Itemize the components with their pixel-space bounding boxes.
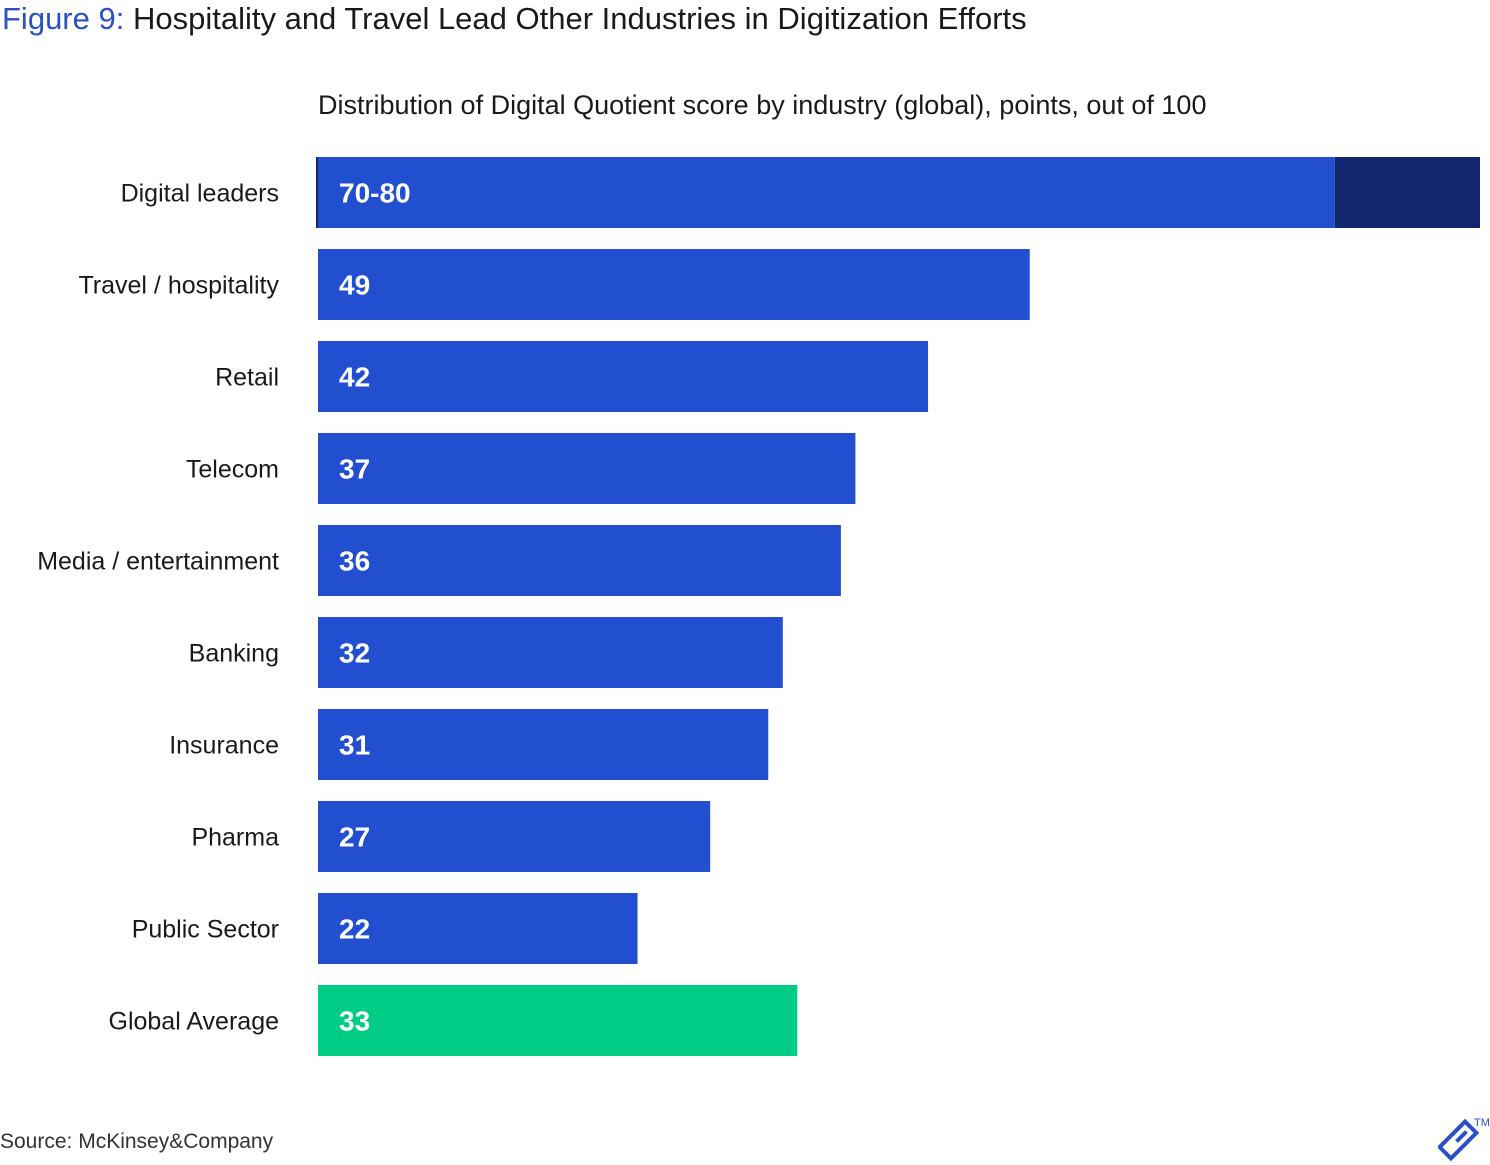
value-label-insurance: 31 — [339, 730, 370, 761]
value-label-public-sector: 22 — [339, 914, 370, 945]
value-label-pharma: 27 — [339, 822, 370, 853]
chart-subtitle: Distribution of Digital Quotient score b… — [318, 90, 1207, 120]
bar-travel-hospitality — [318, 249, 1030, 320]
category-label-telecom: Telecom — [186, 456, 279, 484]
bar-digital-leaders — [318, 157, 1335, 228]
value-label-retail: 42 — [339, 362, 370, 393]
category-label-media-entertainment: Media / entertainment — [37, 548, 279, 576]
value-label-travel-hospitality: 49 — [339, 270, 370, 301]
category-label-banking: Banking — [189, 640, 279, 668]
category-label-travel-hospitality: Travel / hospitality — [78, 272, 279, 300]
category-label-digital-leaders: Digital leaders — [121, 180, 279, 208]
bar-telecom — [318, 433, 856, 504]
category-label-insurance: Insurance — [169, 732, 279, 760]
figure-title-text: Hospitality and Travel Lead Other Indust… — [132, 1, 1027, 36]
category-label-global-average: Global Average — [109, 1008, 280, 1036]
category-label-retail: Retail — [215, 364, 279, 392]
bar-range-digital-leaders — [1334, 157, 1480, 228]
bar-global-average — [318, 985, 798, 1056]
value-label-global-average: 33 — [339, 1006, 370, 1037]
value-label-digital-leaders: 70-80 — [339, 178, 411, 209]
bar-pharma — [318, 801, 711, 872]
bar-retail — [318, 341, 929, 412]
logo-trademark: TM — [1474, 1117, 1490, 1129]
category-label-pharma: Pharma — [191, 824, 279, 852]
toptal-logo-icon: TM — [1438, 1117, 1490, 1162]
figure-title: Figure 9: Hospitality and Travel Lead Ot… — [2, 0, 1027, 38]
bar-media-entertainment — [318, 525, 841, 596]
category-label-public-sector: Public Sector — [132, 916, 279, 944]
bar-public-sector — [318, 893, 638, 964]
source-note: Source: McKinsey&Company — [0, 1130, 274, 1153]
bar-banking — [318, 617, 783, 688]
value-label-telecom: 37 — [339, 454, 370, 485]
value-label-banking: 32 — [339, 638, 370, 669]
bar-edge-digital-leaders — [316, 157, 318, 228]
figure-number: Figure 9: — [2, 1, 125, 36]
value-label-media-entertainment: 36 — [339, 546, 370, 577]
bar-insurance — [318, 709, 769, 780]
